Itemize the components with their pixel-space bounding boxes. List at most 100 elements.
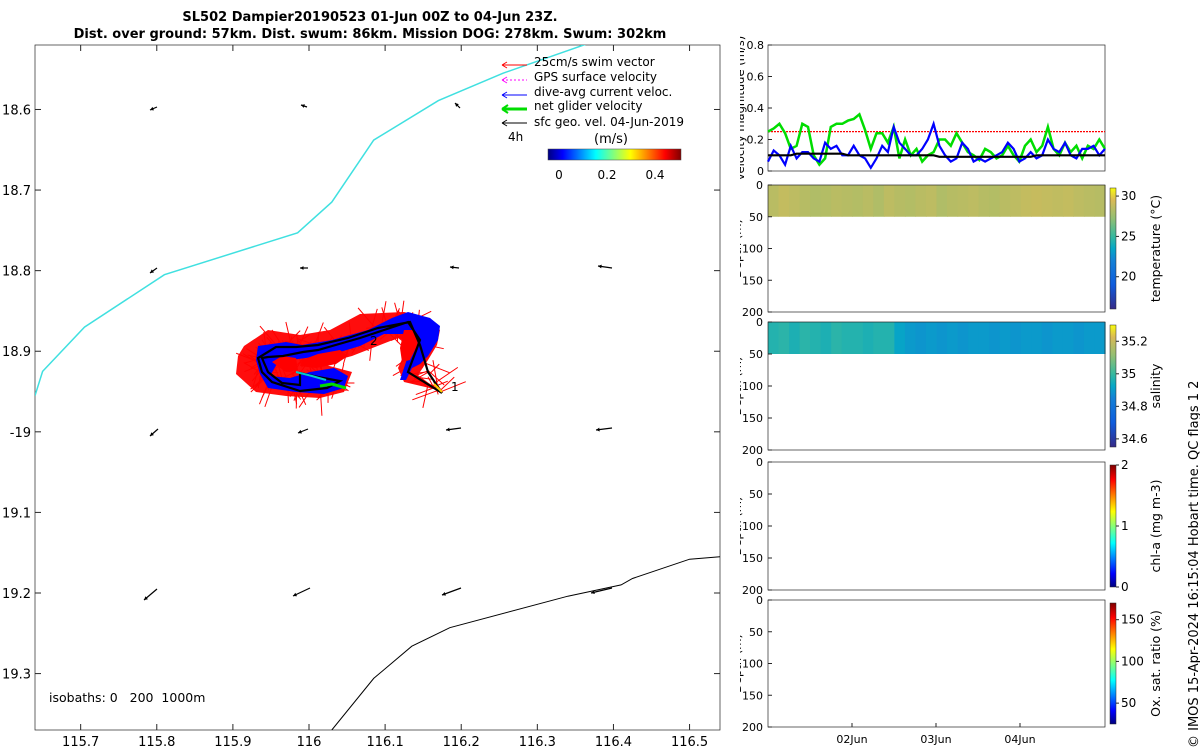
swim-vector: [438, 376, 455, 392]
colorbar-tick-2: 0.4: [645, 168, 664, 182]
salinity-ytick-label: 0: [756, 316, 763, 329]
swim-vector-patch: [400, 330, 418, 362]
salinity-ytick-label: 150: [742, 412, 763, 425]
salinity-cell: [1094, 322, 1106, 354]
temperature-cell: [904, 185, 917, 217]
salinity-cell: [768, 322, 780, 354]
velocity-series-3: [768, 152, 1105, 158]
temperature-cell: [1020, 185, 1032, 217]
sfc-velocity-arrowhead: [455, 103, 459, 107]
sfc-velocity-arrowhead: [300, 266, 304, 270]
swim-vector: [422, 384, 429, 408]
velocity-axes-box: [767, 44, 1106, 172]
salinity-cell: [925, 322, 938, 354]
net-glider-velocity: [319, 382, 347, 390]
map-ytick-label: 18.7: [2, 184, 31, 199]
temperature-cell: [968, 185, 980, 217]
salinity-cell: [1073, 322, 1085, 354]
salinity-ytick-label: 100: [742, 380, 763, 393]
map-xtick-label: 116.3: [519, 735, 556, 750]
oxygen-cbar-tick-label: 150: [1121, 613, 1144, 627]
sfc-velocity-arrowhead: [596, 427, 600, 432]
temperature-cell: [768, 185, 780, 217]
map-axes-box: [34, 44, 721, 731]
temperature-cell: [789, 185, 801, 217]
oxygen-ytick-label: 0: [756, 594, 763, 607]
salinity-ytick-label: 50: [749, 348, 763, 361]
temperature-cell: [1083, 185, 1096, 217]
swim-vector-patch: [272, 356, 298, 372]
map-ytick-label: -19: [10, 426, 31, 441]
temperature-cell: [957, 185, 969, 217]
salinity-cell: [873, 322, 885, 354]
sfc-velocity-arrowhead: [144, 596, 148, 600]
chla-panel: 0 50 100 150 200 Depth (m) 2 1 0 chl-a (mg m-3): [740, 456, 1163, 597]
salinity-cell: [915, 322, 927, 354]
velocity-ytick-label: 0.6: [747, 71, 765, 84]
salinity-cell: [1020, 322, 1032, 354]
chla-ylabel: Depth (m): [740, 497, 744, 556]
salinity-cbar-tick-label: 35.2: [1121, 334, 1148, 348]
legend-net: net glider velocity: [534, 99, 642, 113]
map-xtick-label: 116.2: [443, 735, 480, 750]
temperature-ylabel: Depth (m): [740, 219, 744, 278]
salinity-cell: [999, 322, 1011, 354]
map-y-ticks: 18.6 18.7 18.8 18.9 -19 19.1 19.2 19.3: [2, 103, 720, 683]
map-ytick-label: 18.6: [2, 103, 31, 118]
glider-track-map: 115.7 115.8 115.9 116 116.1 116.2 116.3 116.4 11…: [2, 44, 721, 750]
swim-vector: [429, 363, 440, 375]
salinity-cell: [978, 322, 990, 354]
dive-avg-current-area: [256, 312, 440, 394]
velocity-ylabel: velocity magnitude (m/s): [740, 36, 747, 181]
temperature-ytick-label: 100: [742, 243, 763, 256]
temperature-cell: [1041, 185, 1053, 217]
chla-cbar-label: chl-a (mg m-3): [1148, 480, 1163, 573]
map-xtick-label: 116.4: [595, 735, 632, 750]
sfc-velocity-arrowhead: [293, 592, 297, 597]
oxygen-cbar-tick-label: 50: [1121, 696, 1136, 710]
temperature-cell: [831, 185, 843, 217]
oxygen-cbar-label: Ox. sat. ratio (%): [1148, 610, 1163, 717]
temperature-cell: [820, 185, 832, 217]
oxygen-ytick-label: 150: [742, 689, 763, 702]
temperature-cell: [989, 185, 1001, 217]
track-colored-segment: [433, 383, 443, 393]
map-x-ticks: 115.7 115.8 115.9 116 116.1 116.2 116.3 116.4 11…: [62, 45, 708, 750]
swim-vector: [415, 387, 434, 396]
chla-cbar-tick-label: 0: [1121, 580, 1129, 594]
salinity-cell: [936, 322, 948, 354]
chla-colorbar: [1109, 464, 1117, 588]
salinity-colorbar: [1109, 324, 1117, 448]
legend-gps: GPS surface velocity: [534, 70, 657, 84]
scale-label-4h: 4h: [508, 130, 523, 144]
salinity-cell: [789, 322, 801, 354]
imos-watermark: © IMOS 15-Apr-2024 16:15:04 Hobart time.…: [1187, 381, 1200, 748]
sfc-velocity-arrowhead: [301, 104, 305, 108]
salinity-cell: [820, 322, 832, 354]
sfc-velocity-arrowhead: [446, 427, 450, 432]
temperature-cell: [1062, 185, 1075, 217]
salinity-cbar-label: salinity: [1148, 363, 1163, 408]
temperature-ytick-label: 150: [742, 274, 763, 287]
map-xtick-label: 115.7: [62, 735, 99, 750]
salinity-cell: [1052, 322, 1064, 354]
oxygen-ytick-label: 200: [742, 721, 763, 734]
coastline: [35, 45, 587, 396]
salinity-cell: [894, 322, 906, 354]
speed-colorbar: [547, 148, 682, 161]
colorbar-title: (m/s): [594, 132, 628, 147]
salinity-cell: [957, 322, 969, 354]
salinity-cell: [799, 322, 811, 354]
time-xtick-label: 03Jun: [920, 733, 951, 746]
legend-sfc: sfc geo. vel. 04-Jun-2019: [534, 115, 684, 129]
temperature-cell: [852, 185, 864, 217]
map-ytick-label: 18.9: [2, 345, 31, 360]
temperature-cell: [925, 185, 938, 217]
track-marker-1: 1: [451, 380, 459, 394]
salinity-cell: [968, 322, 980, 354]
sfc-velocity-arrow: [590, 587, 613, 594]
chla-ytick-label: 50: [749, 488, 763, 501]
sfc-velocity-arrowhead: [298, 429, 302, 434]
colorbar-tick-0: 0: [555, 168, 563, 182]
